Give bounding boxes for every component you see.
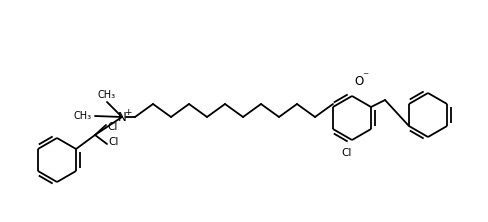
Text: CH₃: CH₃ bbox=[98, 90, 116, 100]
Text: Cl: Cl bbox=[108, 137, 118, 147]
Text: N: N bbox=[118, 111, 126, 123]
Text: ⁻: ⁻ bbox=[361, 70, 367, 83]
Text: O: O bbox=[353, 75, 363, 88]
Text: +: + bbox=[124, 107, 131, 117]
Text: Cl: Cl bbox=[341, 148, 351, 158]
Text: CH₃: CH₃ bbox=[74, 111, 92, 121]
Text: Cl: Cl bbox=[107, 122, 117, 132]
